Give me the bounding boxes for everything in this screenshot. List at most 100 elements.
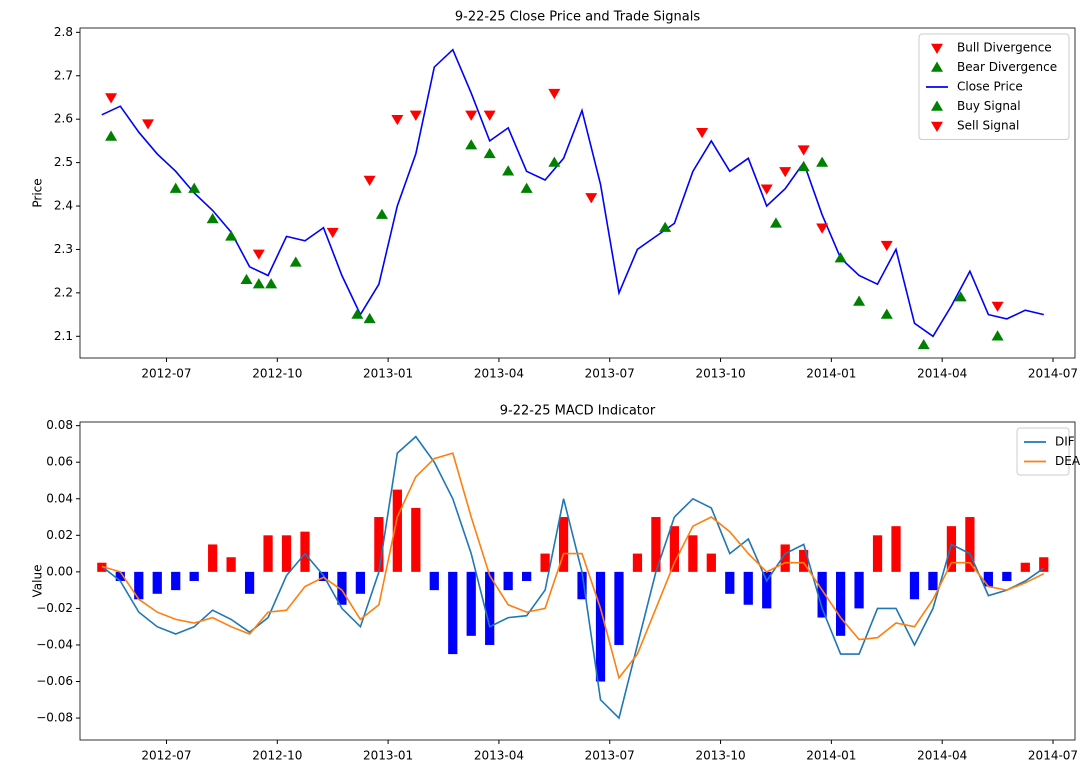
y-tick-label: 2.6: [54, 112, 73, 126]
signal-marker: [816, 223, 829, 234]
histogram-bar: [928, 571, 938, 591]
legend-marker: [931, 100, 943, 111]
histogram-bar: [244, 571, 255, 594]
y-tick-label: 2.1: [54, 329, 73, 343]
signal-marker: [326, 227, 339, 239]
histogram-bar: [540, 553, 550, 572]
legend-marker: [931, 121, 943, 132]
signal-marker: [252, 249, 265, 260]
signal-marker: [548, 88, 561, 100]
signal-marker: [351, 308, 364, 319]
histogram-bar: [503, 571, 513, 591]
histogram-bar: [595, 571, 606, 682]
legend-label: DIF: [1055, 435, 1075, 449]
signal-marker: [105, 130, 118, 141]
histogram-bar: [522, 571, 532, 581]
x-tick-label: 2012-07: [141, 749, 191, 763]
y-tick-label: 0.04: [46, 491, 73, 505]
signal-marker: [779, 167, 792, 178]
histogram-bar: [226, 557, 236, 572]
signal-marker: [880, 240, 893, 252]
signal-marker: [548, 156, 561, 167]
signal-marker: [240, 273, 253, 285]
histogram-bar: [577, 571, 587, 600]
signal-marker: [105, 93, 118, 104]
y-tick-label: 2.3: [54, 242, 73, 256]
x-tick-label: 2013-10: [695, 749, 745, 763]
histogram-bar: [1020, 562, 1030, 572]
legend-label: DEA: [1055, 454, 1081, 468]
signal-marker: [797, 145, 810, 156]
histogram-bar: [891, 526, 901, 572]
y-tick-label: 0.00: [46, 564, 73, 578]
histogram-bar: [872, 535, 883, 572]
histogram-bar: [374, 517, 384, 572]
plot-frame: [79, 421, 1076, 741]
signal-marker: [363, 312, 376, 324]
y-tick-label: 0.02: [46, 528, 73, 542]
legend-label: Sell Signal: [957, 119, 1019, 133]
histogram-bar: [946, 526, 957, 572]
legend-box: [918, 33, 1070, 140]
signal-marker: [252, 278, 265, 289]
x-tick-label: 2012-07: [141, 367, 191, 381]
x-tick-label: 2014-01: [806, 367, 856, 381]
y-tick-label: 0.06: [46, 455, 73, 469]
histogram-bar: [688, 535, 698, 572]
legend-marker: [931, 43, 943, 54]
signal-marker: [265, 278, 278, 289]
y-axis-label: Price: [31, 178, 45, 207]
signal-marker: [696, 128, 709, 139]
signal-marker: [483, 110, 496, 121]
y-tick-label: 2.5: [54, 155, 73, 169]
legend-label: Buy Signal: [957, 99, 1021, 113]
histogram-bar: [983, 571, 993, 587]
histogram-bar: [762, 571, 772, 609]
histogram-bar: [854, 571, 864, 609]
series-line: [101, 452, 1045, 680]
histogram-bar: [337, 571, 347, 605]
histogram-bar: [835, 571, 846, 636]
x-tick-label: 2013-04: [474, 367, 524, 381]
signal-marker: [465, 139, 478, 150]
histogram-bar: [1039, 557, 1049, 572]
histogram-bar: [263, 535, 273, 572]
signal-marker: [991, 301, 1004, 312]
histogram-bar: [817, 571, 827, 618]
y-tick-label: −0.02: [36, 601, 73, 615]
signal-marker: [853, 295, 866, 306]
histogram-bar: [466, 571, 476, 636]
histogram-bar: [448, 571, 458, 655]
histogram-bar: [152, 571, 162, 594]
signal-marker: [502, 165, 515, 176]
signal-marker: [465, 110, 478, 121]
histogram-bar: [558, 517, 569, 572]
signal-marker: [816, 156, 829, 167]
y-axis-label: Value: [31, 565, 45, 598]
histogram-bar: [300, 531, 310, 572]
x-tick-label: 2014-07: [1028, 749, 1078, 763]
x-tick-label: 2014-04: [917, 367, 967, 381]
histogram-bar: [281, 535, 292, 572]
histogram-bar: [780, 544, 790, 572]
y-tick-label: −0.06: [36, 674, 73, 688]
chart-title: 9-22-25 Close Price and Trade Signals: [455, 10, 701, 25]
histogram-bar: [134, 571, 144, 600]
histogram-bar: [743, 571, 753, 605]
y-tick-label: 2.8: [54, 25, 73, 39]
signal-marker: [769, 217, 782, 228]
legend-label: Bull Divergence: [957, 41, 1052, 55]
histogram-bar: [706, 553, 716, 572]
signal-marker: [520, 182, 533, 193]
histogram-bar: [614, 571, 624, 645]
histogram-bar: [189, 571, 199, 581]
signal-marker: [409, 110, 422, 121]
legend-box: [1016, 427, 1070, 476]
y-tick-label: −0.04: [36, 637, 73, 651]
signal-marker: [797, 160, 810, 172]
histogram-bar: [909, 571, 920, 600]
signal-marker: [363, 175, 376, 186]
y-tick-label: −0.08: [36, 711, 73, 725]
series-line: [101, 435, 1045, 720]
